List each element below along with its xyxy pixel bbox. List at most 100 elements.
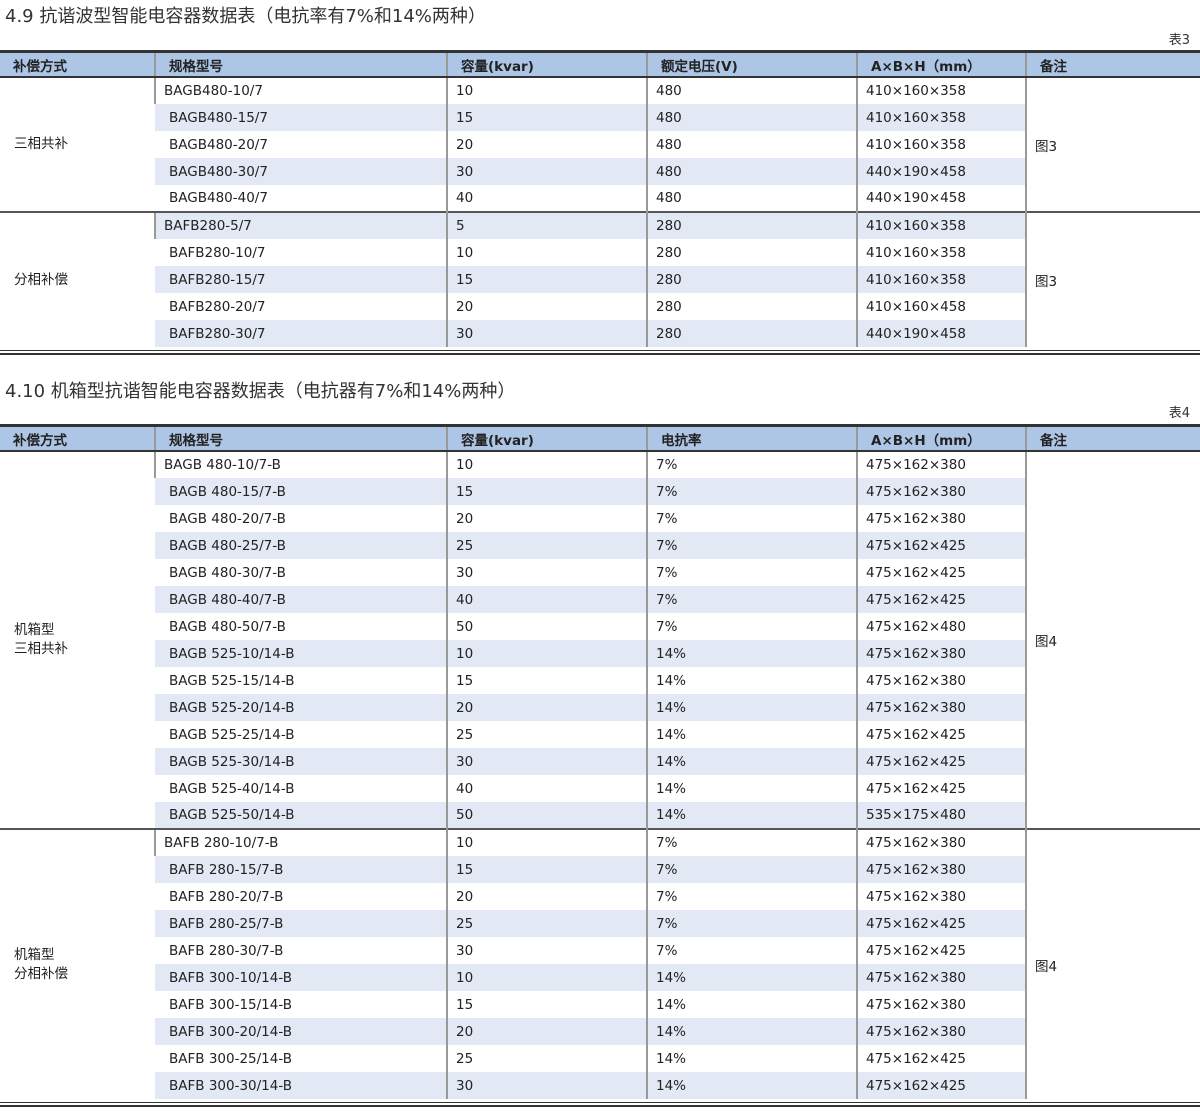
table-row: BAGB 525-50/14-B 50 14% 535×175×480 — [0, 802, 1200, 829]
table-row: BAFB 280-30/7-B 30 7% 475×162×425 — [0, 937, 1200, 964]
column-header: A×B×H（mm） — [856, 424, 1026, 452]
value-cell: 14% — [646, 1072, 857, 1099]
table-row: BAGB 525-40/14-B 40 14% 475×162×425 — [0, 775, 1200, 802]
value-cell: 280 — [646, 239, 857, 266]
dimensions-cell: 475×162×380 — [856, 694, 1026, 721]
value-cell: 14% — [646, 1018, 857, 1045]
table4: 补偿方式 规格型号 容量(kvar) 电抗率 A×B×H（mm） 备注 机箱型 三相共补 BA… — [0, 424, 1200, 1099]
table4-end-rule — [0, 1102, 1200, 1107]
value-cell: 480 — [646, 131, 857, 158]
model-cell: BAGB 525-10/14-B — [155, 640, 447, 667]
table-row: BAFB280-10/7 10 280 410×160×358 — [0, 239, 1200, 266]
dimensions-cell: 475×162×380 — [856, 667, 1026, 694]
model-cell: BAGB 525-20/14-B — [155, 694, 447, 721]
capacity-cell: 30 — [446, 1072, 647, 1099]
capacity-cell: 30 — [446, 748, 647, 775]
model-cell: BAGB 480-15/7-B — [155, 478, 447, 505]
capacity-cell: 40 — [446, 586, 647, 613]
table-row: BAFB 300-20/14-B 20 14% 475×162×380 — [0, 1018, 1200, 1045]
table-row: BAGB480-30/7 30 480 440×190×458 — [0, 158, 1200, 185]
capacity-cell: 10 — [446, 964, 647, 991]
value-cell: 7% — [646, 559, 857, 586]
value-cell: 7% — [646, 613, 857, 640]
dimensions-cell: 475×162×425 — [856, 748, 1026, 775]
model-cell: BAGB 525-40/14-B — [169, 780, 295, 797]
capacity-cell: 15 — [446, 266, 647, 293]
column-header: 补偿方式 — [0, 50, 155, 78]
table-row: BAGB 480-20/7-B 20 7% 475×162×380 — [0, 505, 1200, 532]
dimensions-cell: 475×162×425 — [856, 910, 1026, 937]
table-row: BAGB 480-25/7-B 25 7% 475×162×425 — [0, 532, 1200, 559]
capacity-cell: 15 — [446, 104, 647, 131]
value-cell: 14% — [646, 964, 857, 991]
capacity-cell: 50 — [446, 802, 647, 829]
model-cell: BAGB 525-30/14-B — [155, 748, 447, 775]
table-row: BAGB 480-50/7-B 50 7% 475×162×480 — [0, 613, 1200, 640]
value-cell: 280 — [646, 211, 857, 239]
value-cell: 14% — [646, 1045, 857, 1072]
value-cell: 14% — [646, 667, 857, 694]
dimensions-cell: 475×162×380 — [856, 828, 1026, 856]
column-header: 容量(kvar) — [446, 424, 647, 452]
table3-number: 表3 — [1168, 33, 1190, 48]
table-row: 分相补偿 BAFB280-5/7 5 280 410×160×358 图3 — [0, 211, 1200, 347]
capacity-cell: 20 — [446, 883, 647, 910]
model-cell: BAFB 300-20/14-B — [155, 1018, 447, 1045]
value-cell: 14% — [646, 694, 857, 721]
capacity-cell: 15 — [446, 667, 647, 694]
table-row: 机箱型 三相共补 BAGB 480-10/7-B 10 7% 475×162×380 图4 — [0, 451, 1200, 829]
capacity-cell: 30 — [446, 158, 647, 185]
table-row: BAGB 525-15/14-B 15 14% 475×162×380 — [0, 667, 1200, 694]
compensation-mode-cell: 三相共补 — [14, 136, 68, 152]
value-cell: 14% — [646, 991, 857, 1018]
compensation-mode-cell: 机箱型 分相补偿 — [0, 828, 155, 1099]
dimensions-cell: 475×162×425 — [856, 559, 1026, 586]
capacity-cell: 20 — [446, 131, 647, 158]
model-cell: BAGB480-30/7 — [155, 158, 447, 185]
value-cell: 480 — [646, 104, 857, 131]
model-cell: BAFB 300-30/14-B — [155, 1072, 447, 1099]
column-header: 备注 — [1025, 424, 1200, 452]
table-row: BAGB480-20/7 20 480 410×160×358 — [0, 131, 1200, 158]
table-row: BAFB 300-25/14-B 25 14% 475×162×425 — [0, 1045, 1200, 1072]
model-cell: BAFB 280-30/7-B — [169, 942, 284, 959]
model-cell: BAGB 480-50/7-B — [169, 618, 286, 635]
value-cell: 7% — [646, 532, 857, 559]
value-cell: 480 — [646, 77, 857, 104]
dimensions-cell: 410×160×358 — [856, 104, 1026, 131]
dimensions-cell: 475×162×380 — [856, 640, 1026, 667]
dimensions-cell: 440×190×458 — [856, 185, 1026, 212]
capacity-cell: 15 — [446, 478, 647, 505]
capacity-cell: 25 — [446, 721, 647, 748]
value-cell: 7% — [646, 910, 857, 937]
table-row: BAGB480-40/7 40 480 440×190×458 — [0, 185, 1200, 212]
capacity-cell: 40 — [446, 185, 647, 212]
column-header: 容量(kvar) — [446, 50, 647, 78]
compensation-mode-cell: 分相补偿 — [0, 211, 155, 347]
dimensions-cell: 410×160×358 — [856, 239, 1026, 266]
model-cell: BAFB 280-15/7-B — [155, 856, 447, 883]
value-cell: 480 — [646, 158, 857, 185]
capacity-cell: 20 — [446, 293, 647, 320]
header-row: 补偿方式 规格型号 容量(kvar) 额定电压(V) A×B×H（mm） 备注 — [0, 50, 1200, 78]
model-cell: BAGB 480-25/7-B — [155, 532, 447, 559]
model-cell: BAGB480-20/7 — [169, 136, 268, 153]
capacity-cell: 40 — [446, 775, 647, 802]
value-cell: 280 — [646, 266, 857, 293]
model-cell: BAFB 300-10/14-B — [155, 964, 447, 991]
dimensions-cell: 475×162×380 — [856, 451, 1026, 478]
remark-cell: 图4 — [1025, 828, 1200, 1099]
value-cell: 7% — [646, 856, 857, 883]
dimensions-cell: 475×162×425 — [856, 775, 1026, 802]
compensation-mode-cell: 机箱型 三相共补 — [14, 622, 68, 657]
dimensions-cell: 475×162×425 — [856, 532, 1026, 559]
remark-cell: 图4 — [1025, 451, 1200, 829]
table4-number: 表4 — [1168, 406, 1190, 421]
value-cell: 7% — [646, 937, 857, 964]
column-header: A×B×H（mm） — [856, 50, 1026, 78]
capacity-cell: 15 — [446, 856, 647, 883]
value-cell: 280 — [646, 293, 857, 320]
value-cell: 14% — [646, 802, 857, 829]
dimensions-cell: 475×162×380 — [856, 1018, 1026, 1045]
dimensions-cell: 475×162×425 — [856, 586, 1026, 613]
